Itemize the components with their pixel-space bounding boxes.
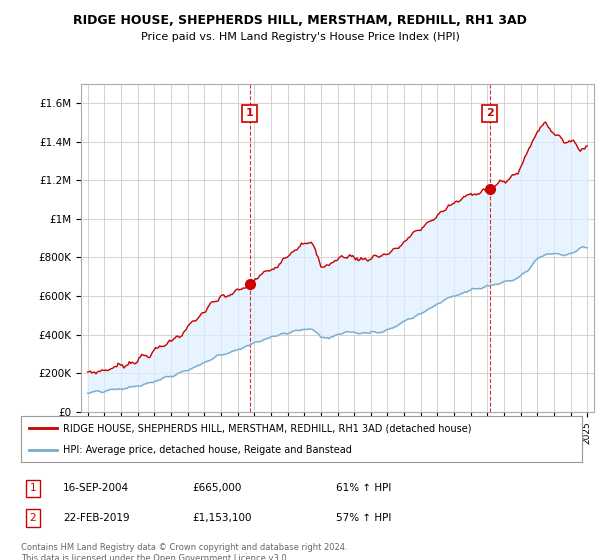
Text: Price paid vs. HM Land Registry's House Price Index (HPI): Price paid vs. HM Land Registry's House …: [140, 32, 460, 43]
Text: Contains HM Land Registry data © Crown copyright and database right 2024.
This d: Contains HM Land Registry data © Crown c…: [21, 543, 347, 560]
Text: 1: 1: [29, 483, 37, 493]
Text: £665,000: £665,000: [192, 483, 241, 493]
Text: 61% ↑ HPI: 61% ↑ HPI: [336, 483, 391, 493]
Text: 2: 2: [29, 513, 37, 523]
Text: RIDGE HOUSE, SHEPHERDS HILL, MERSTHAM, REDHILL, RH1 3AD (detached house): RIDGE HOUSE, SHEPHERDS HILL, MERSTHAM, R…: [63, 423, 472, 433]
Text: £1,153,100: £1,153,100: [192, 513, 251, 523]
Text: 1: 1: [245, 109, 253, 119]
Text: 22-FEB-2019: 22-FEB-2019: [63, 513, 130, 523]
Text: 16-SEP-2004: 16-SEP-2004: [63, 483, 129, 493]
Text: 57% ↑ HPI: 57% ↑ HPI: [336, 513, 391, 523]
Text: HPI: Average price, detached house, Reigate and Banstead: HPI: Average price, detached house, Reig…: [63, 445, 352, 455]
Text: 2: 2: [485, 109, 493, 119]
Text: RIDGE HOUSE, SHEPHERDS HILL, MERSTHAM, REDHILL, RH1 3AD: RIDGE HOUSE, SHEPHERDS HILL, MERSTHAM, R…: [73, 14, 527, 27]
